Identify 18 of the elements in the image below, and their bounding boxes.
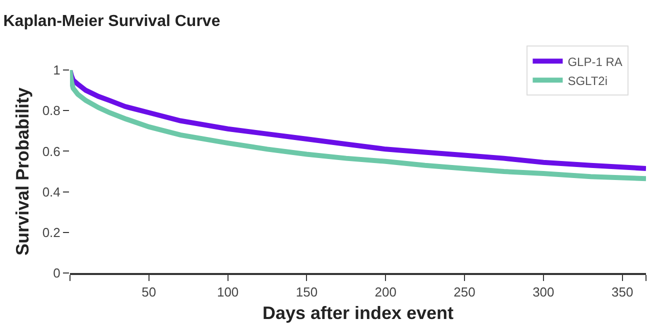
x-tick-label: 250 [454, 284, 476, 300]
legend-label: GLP-1 RA [568, 54, 622, 69]
legend-label: SGLT2i [568, 74, 608, 88]
x-tick-label: 150 [296, 284, 318, 300]
x-tick-label: 350 [611, 284, 634, 300]
x-tick-label: 200 [374, 284, 396, 300]
y-tick-label: 0.2 [42, 224, 60, 240]
x-tick-label: 100 [216, 284, 239, 300]
x-tick-label: 300 [532, 284, 554, 300]
y-axis-title: Survival Probability [12, 87, 33, 256]
x-tick-label: 50 [142, 284, 156, 300]
x-axis-title: Days after index event [262, 303, 454, 324]
y-tick-label: 0.6 [42, 144, 60, 159]
y-tick-label: 0.4 [42, 184, 60, 200]
y-tick-label: 1 [53, 62, 60, 78]
y-tick-label: 0 [53, 266, 60, 281]
y-tick-label: 0.8 [42, 103, 60, 118]
chart-title: Kaplan-Meier Survival Curve [3, 13, 220, 30]
